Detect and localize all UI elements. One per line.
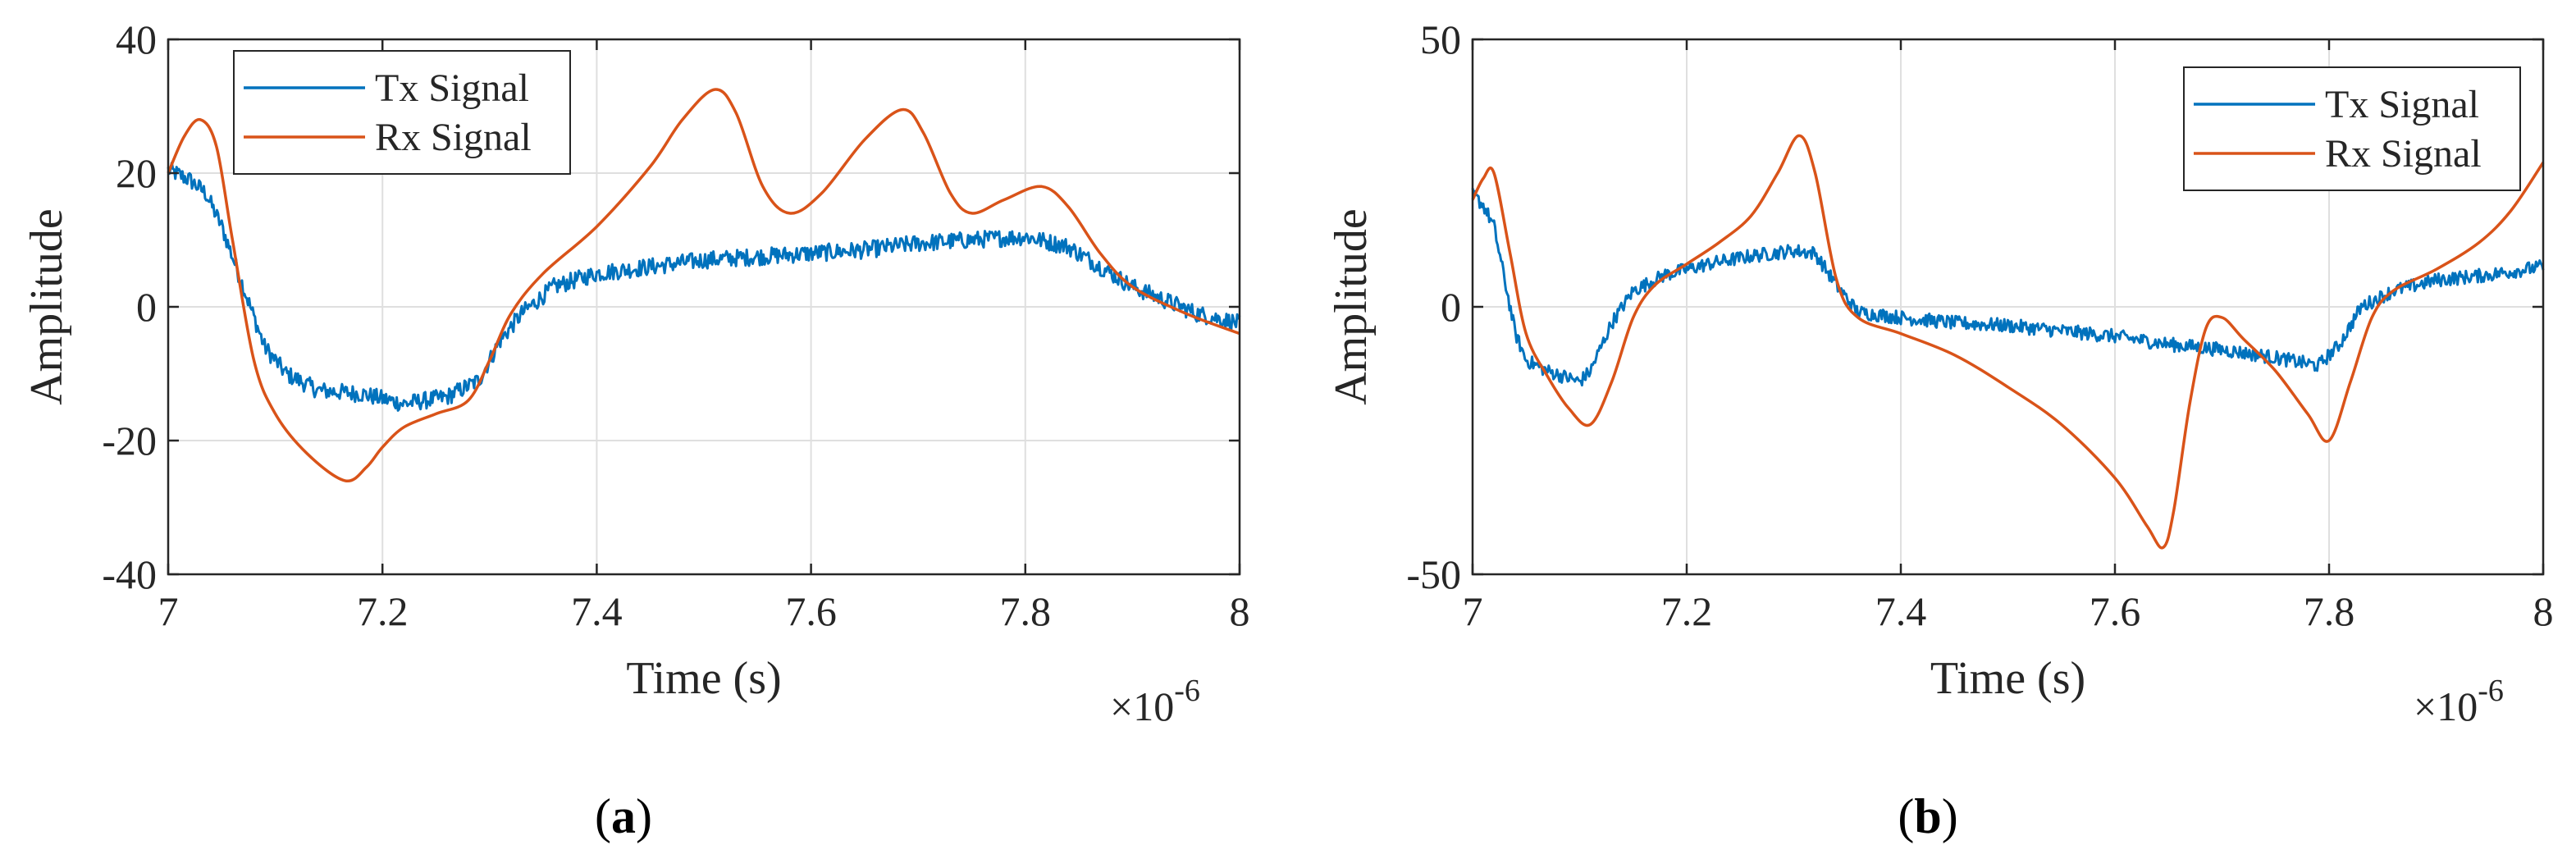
- x-axis-label: Time (s): [1930, 653, 2085, 704]
- legend-box: [2183, 66, 2521, 191]
- y-tick-label: -50: [1406, 551, 1461, 597]
- y-tick-label: -40: [102, 551, 157, 597]
- legend-label-rx-signal: Rx Signal: [375, 116, 532, 159]
- y-tick-label: 20: [116, 150, 157, 196]
- x-tick-label: 7.4: [571, 588, 623, 634]
- x-tick-label: 7.2: [1661, 588, 1713, 634]
- panel-letter: a: [611, 789, 636, 843]
- series-group: [167, 88, 1241, 482]
- x-tick-label: 7.2: [357, 588, 409, 634]
- series-line-tx-signal: [167, 162, 1241, 412]
- x-tick-label: 8: [1230, 588, 1250, 634]
- panel-caption: (a): [595, 789, 652, 843]
- y-tick-label: 50: [1420, 16, 1461, 62]
- x-axis-multiplier-base: ×10: [1110, 683, 1174, 729]
- legend: Tx Signal Rx Signal: [2183, 66, 2521, 191]
- y-tick-label: 0: [1441, 284, 1461, 330]
- x-axis-multiplier: ×10-6: [2414, 674, 2504, 729]
- y-tick-label: 40: [116, 16, 157, 62]
- x-tick-label: 7.6: [2090, 588, 2141, 634]
- series-line-rx-signal: [1471, 134, 2545, 550]
- y-axis-label: Amplitude: [1326, 208, 1377, 405]
- y-axis-label: Amplitude: [21, 208, 72, 405]
- legend-label-rx-signal: Rx Signal: [2325, 132, 2482, 176]
- x-tick-label: 7.8: [1000, 588, 1052, 634]
- legend-box: [233, 50, 571, 175]
- legend-label-tx-signal: Tx Signal: [2325, 83, 2479, 126]
- x-tick-label: 8: [2533, 588, 2554, 634]
- panel-letter: b: [1914, 789, 1941, 843]
- x-axis-multiplier-exponent: -6: [1174, 674, 1200, 708]
- chart-panel-a: 7 7.2 7.4 7.6 7.8 8 -40 -20 0 20 40 Time (s) Amplitu…: [21, 16, 1250, 843]
- series-line-tx-signal: [1471, 188, 2545, 387]
- x-tick-label: 7.4: [1875, 588, 1927, 634]
- x-axis-multiplier: ×10-6: [1110, 674, 1200, 729]
- x-axis-multiplier-exponent: -6: [2478, 674, 2504, 708]
- panel-caption: (b): [1898, 789, 1957, 843]
- y-tick-label: -20: [102, 418, 157, 464]
- series-group: [1471, 134, 2545, 550]
- x-tick-label: 7.8: [2304, 588, 2355, 634]
- x-tick-label: 7.6: [785, 588, 837, 634]
- x-tick-label: 7: [158, 588, 179, 634]
- x-axis-label: Time (s): [626, 653, 781, 704]
- y-tick-label: 0: [136, 284, 157, 330]
- x-tick-label: 7: [1463, 588, 1483, 634]
- chart-panel-b: 7 7.2 7.4 7.6 7.8 8 -50 0 50 Time (s) Amplitude ×10…: [1326, 16, 2554, 843]
- legend: Tx Signal Rx Signal: [233, 50, 571, 175]
- x-axis-multiplier-base: ×10: [2414, 683, 2478, 729]
- legend-label-tx-signal: Tx Signal: [375, 66, 529, 110]
- series-line-rx-signal: [167, 88, 1240, 482]
